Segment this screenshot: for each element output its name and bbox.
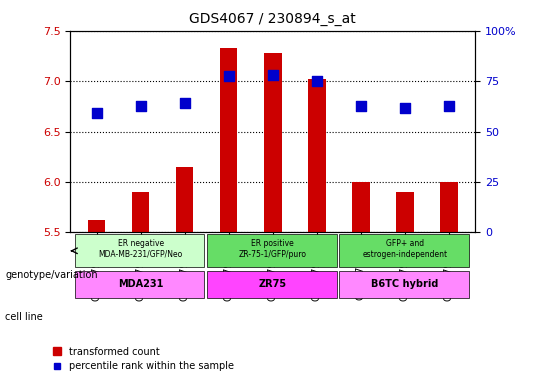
- Text: MDA231: MDA231: [118, 280, 163, 290]
- FancyBboxPatch shape: [339, 234, 469, 267]
- Text: cell line: cell line: [5, 312, 43, 322]
- FancyBboxPatch shape: [207, 234, 336, 267]
- Point: [224, 73, 233, 79]
- Title: GDS4067 / 230894_s_at: GDS4067 / 230894_s_at: [190, 12, 356, 25]
- Point: [401, 105, 409, 111]
- Bar: [88, 220, 105, 232]
- Text: genotype/variation: genotype/variation: [5, 270, 98, 280]
- Point: [313, 78, 321, 84]
- Point: [92, 110, 101, 116]
- Bar: [132, 192, 150, 232]
- Bar: [264, 53, 281, 232]
- Text: B6TC hybrid: B6TC hybrid: [371, 280, 438, 290]
- Text: ZR75: ZR75: [259, 280, 287, 290]
- Bar: [176, 167, 193, 232]
- Bar: [440, 182, 457, 232]
- Text: GFP+ and
estrogen-independent: GFP+ and estrogen-independent: [362, 239, 447, 259]
- Point: [180, 100, 189, 106]
- Point: [136, 103, 145, 109]
- FancyBboxPatch shape: [207, 271, 336, 298]
- Text: ER positive
ZR-75-1/GFP/puro: ER positive ZR-75-1/GFP/puro: [239, 239, 307, 259]
- FancyBboxPatch shape: [75, 271, 205, 298]
- Point: [268, 72, 277, 78]
- Legend: transformed count, percentile rank within the sample: transformed count, percentile rank withi…: [48, 343, 238, 375]
- FancyBboxPatch shape: [75, 234, 205, 267]
- Bar: [352, 182, 369, 232]
- Bar: [308, 79, 326, 232]
- Point: [356, 103, 365, 109]
- Text: ER negative
MDA-MB-231/GFP/Neo: ER negative MDA-MB-231/GFP/Neo: [98, 239, 183, 259]
- Bar: [396, 192, 414, 232]
- Point: [444, 103, 453, 109]
- Bar: [220, 48, 238, 232]
- FancyBboxPatch shape: [339, 271, 469, 298]
